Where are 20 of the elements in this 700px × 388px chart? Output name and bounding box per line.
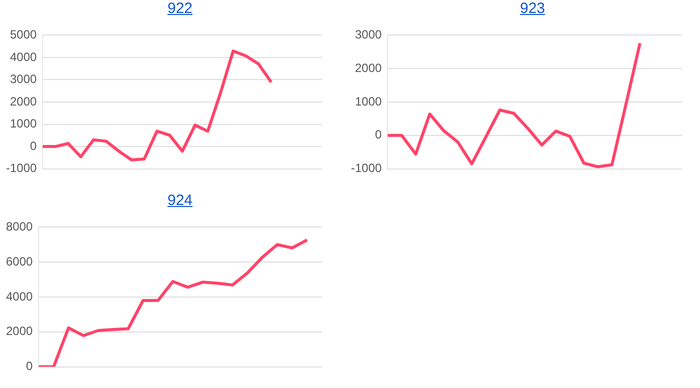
y-tick-label: -1000	[350, 161, 382, 176]
y-tick-label: 5000	[10, 28, 38, 42]
chart-title: 922	[167, 0, 193, 17]
y-tick-label: 0	[26, 359, 34, 374]
y-tick-label: 1000	[10, 116, 38, 131]
y-tick-label: 0	[30, 138, 38, 153]
y-tick-label: -1000	[6, 161, 38, 176]
y-tick-label: 8000	[6, 220, 34, 234]
y-tick-label: 2000	[10, 94, 38, 108]
chart-title: 924	[167, 192, 193, 209]
y-tick-label: 6000	[6, 254, 34, 268]
y-tick-label: 2000	[6, 324, 34, 338]
y-tick-label: 2000	[354, 60, 382, 75]
y-tick-label: 3000	[354, 28, 382, 42]
y-tick-label: 1000	[354, 94, 382, 108]
chart-title: 923	[520, 0, 546, 17]
y-tick-label: 0	[375, 128, 382, 142]
y-tick-label: 4000	[6, 289, 34, 304]
y-tick-label: 3000	[10, 72, 38, 86]
y-tick-label: 4000	[10, 50, 38, 64]
